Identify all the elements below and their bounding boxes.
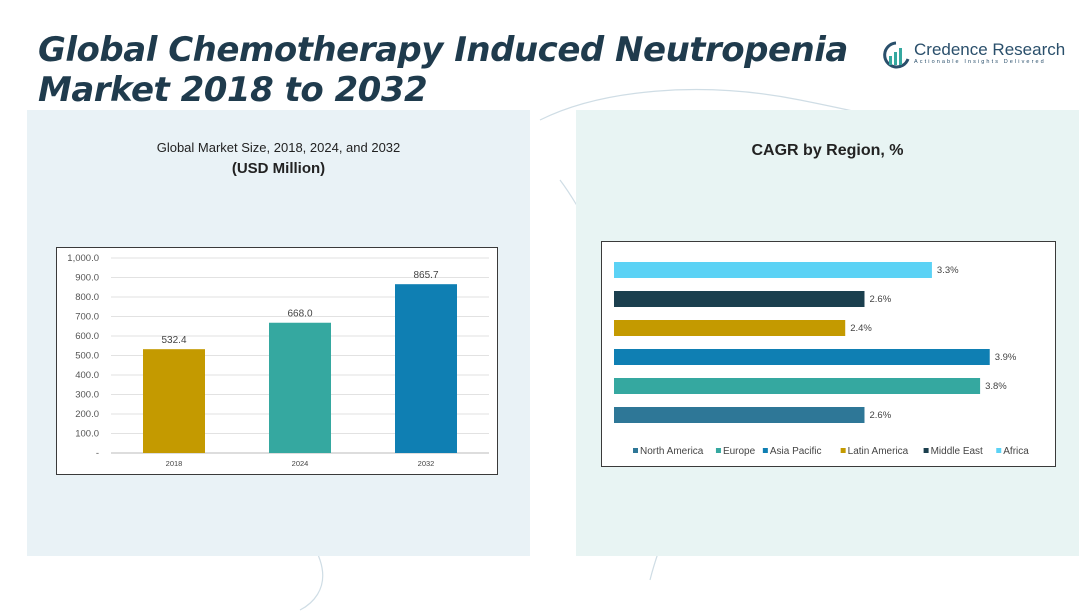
- y-tick-label: 800.0: [75, 292, 99, 303]
- legend-label: Asia Pacific: [770, 446, 822, 457]
- y-tick-label: 200.0: [75, 409, 99, 420]
- cagr-chart: 3.3% 2.6% 2.4% 3.9% 3.8% 2.6% North America Eur…: [601, 241, 1056, 467]
- bar-value-label: 2.6%: [869, 410, 891, 421]
- bar-north-america: [614, 407, 865, 423]
- y-tick-label: 300.0: [75, 390, 99, 401]
- y-tick-label: 1,000.0: [67, 253, 99, 264]
- brand-logo: Credence Research Actionable Insights De…: [882, 40, 1066, 72]
- x-tick-label: 2024: [292, 459, 309, 468]
- x-tick-label: 2018: [166, 459, 183, 468]
- legend-label: Middle East: [931, 446, 983, 457]
- legend-label: Latin America: [848, 446, 909, 457]
- bar-value-label: 668.0: [287, 309, 312, 320]
- market-size-unit: (USD Million): [231, 160, 326, 177]
- bar-latin-america: [614, 320, 846, 336]
- bar-asia-pacific: [614, 349, 990, 365]
- bar-europe: [614, 378, 981, 394]
- bar-middle-east: [614, 291, 865, 307]
- y-tick-label: 700.0: [75, 312, 99, 323]
- bar-2032: [395, 284, 457, 453]
- y-tick-label: 100.0: [75, 429, 99, 440]
- logo-tagline: Actionable Insights Delivered: [914, 59, 1046, 65]
- bar-value-label: 2.6%: [869, 294, 891, 305]
- bar-2024: [269, 322, 331, 453]
- y-tick-label: 500.0: [75, 351, 99, 362]
- bar-value-label: 2.4%: [850, 323, 872, 334]
- bar-value-label: 3.9%: [995, 352, 1017, 363]
- legend-label: Africa: [1003, 446, 1029, 457]
- logo-name: Credence Research: [914, 40, 1066, 59]
- legend-swatch: [923, 448, 929, 453]
- legend-label: North America: [640, 446, 704, 457]
- bar-2018: [143, 349, 205, 453]
- bar-value-label: 3.8%: [985, 381, 1007, 392]
- legend-label: Europe: [723, 446, 756, 457]
- page-title: Global Chemotherapy Induced Neutropenia …: [38, 30, 848, 110]
- bar-value-label: 532.4: [161, 335, 186, 346]
- legend-swatch: [633, 448, 638, 453]
- bar-value-label: 865.7: [413, 270, 438, 281]
- x-tick-label: 2032: [418, 459, 435, 468]
- y-tick-label: 600.0: [75, 331, 99, 342]
- logo-icon: [883, 41, 910, 69]
- market-size-title: Global Market Size, 2018, 2024, and 2032: [156, 140, 401, 155]
- legend-swatch: [762, 448, 768, 453]
- legend-swatch: [715, 448, 721, 453]
- y-tick-label: 900.0: [75, 273, 99, 284]
- market-size-chart: - 100.0 200.0 300.0 400.0 500.0 600.0 700.0 800.…: [56, 247, 498, 475]
- cagr-chart-svg: 3.3% 2.6% 2.4% 3.9% 3.8% 2.6% North America Eur…: [614, 262, 1029, 457]
- y-tick-label: 400.0: [75, 370, 99, 381]
- market-size-chart-svg: - 100.0 200.0 300.0 400.0 500.0 600.0 700.0 800.…: [67, 253, 489, 468]
- legend-swatch: [996, 448, 1002, 453]
- bar-africa: [614, 262, 932, 278]
- legend-swatch: [840, 448, 846, 453]
- y-tick-label: -: [96, 448, 99, 459]
- bar-value-label: 3.3%: [937, 265, 959, 276]
- cagr-title: CAGR by Region, %: [751, 142, 904, 159]
